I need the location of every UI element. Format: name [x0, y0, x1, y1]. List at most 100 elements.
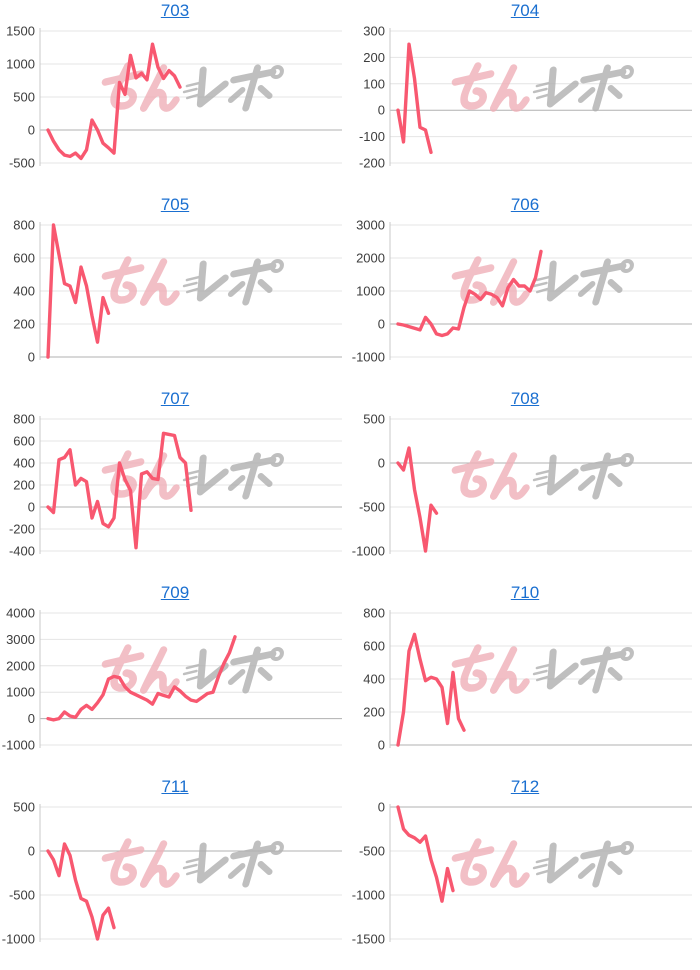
- watermark-min-text: [451, 838, 530, 888]
- chart-title-row: 705: [0, 194, 350, 216]
- chart-cell: 709: [0, 582, 350, 776]
- gridlines: [40, 224, 342, 358]
- chart-title-row: 708: [350, 388, 700, 410]
- y-tick-label: -1000: [352, 350, 385, 365]
- chart-title-link[interactable]: 708: [510, 389, 540, 408]
- y-tick-label: 400: [13, 456, 35, 471]
- y-tick-label: 800: [13, 218, 35, 233]
- y-tick-label: 2000: [356, 251, 385, 266]
- chart-title-link[interactable]: 706: [510, 195, 540, 214]
- y-tick-label: 0: [28, 844, 35, 859]
- y-tick-label: 300: [363, 24, 385, 39]
- y-tick-label: 600: [13, 434, 35, 449]
- chart-plot: 0 -500 -1000 -1500: [352, 800, 692, 947]
- chart-title-link[interactable]: 704: [510, 1, 540, 20]
- y-tick-label: 500: [13, 800, 35, 815]
- y-tick-label: 400: [13, 284, 35, 299]
- watermark-repo-text: [532, 646, 634, 694]
- y-tick-label: -200: [359, 156, 385, 171]
- y-tick-label: -500: [9, 888, 35, 903]
- y-tick-labels: 800 600 400 200 0: [363, 606, 385, 753]
- y-tick-label: 1000: [6, 685, 35, 700]
- chart-cell: 704: [350, 0, 700, 194]
- y-tick-label: 1000: [356, 284, 385, 299]
- watermark-min-text: [101, 838, 180, 888]
- series-line: [46, 431, 193, 550]
- y-tick-labels: 500 0 -500 -1000: [2, 800, 35, 947]
- watermark-repo-text: [182, 840, 284, 888]
- watermark-logo: [451, 450, 634, 500]
- gridlines: [390, 418, 692, 552]
- series-line: [396, 446, 439, 553]
- series-line: [396, 42, 433, 155]
- chart-cell: 711: [0, 776, 350, 970]
- chart-plot: 500 0 -500 -1000: [2, 800, 342, 947]
- y-tick-labels: 800 600 400 200 0: [13, 218, 35, 365]
- watermark-logo: [451, 838, 634, 888]
- chart-title-row: 711: [0, 776, 350, 798]
- watermark-repo-text: [532, 64, 634, 112]
- y-tick-label: 2000: [6, 658, 35, 673]
- y-tick-label: 0: [378, 103, 385, 118]
- y-tick-label: 600: [363, 639, 385, 654]
- gridlines: [40, 612, 342, 746]
- chart-plot: 4000 3000 2000 1000 0 -1000: [2, 606, 342, 753]
- chart-cell: 706: [350, 194, 700, 388]
- y-tick-label: 800: [13, 412, 35, 427]
- y-tick-labels: 4000 3000 2000 1000 0 -1000: [2, 606, 35, 753]
- y-tick-label: -1000: [2, 932, 35, 947]
- watermark-min-text: [451, 644, 530, 694]
- chart-plot: 3000 2000 1000 0 -1000: [352, 218, 692, 365]
- chart-title-link[interactable]: 703: [160, 1, 190, 20]
- y-tick-label: -1000: [2, 738, 35, 753]
- y-tick-label: 200: [13, 317, 35, 332]
- y-tick-label: 3000: [356, 218, 385, 233]
- y-tick-label: -500: [359, 844, 385, 859]
- watermark-repo-text: [182, 64, 284, 112]
- chart-title-link[interactable]: 707: [160, 389, 190, 408]
- y-tick-label: -500: [359, 500, 385, 515]
- y-tick-label: 0: [28, 350, 35, 365]
- y-tick-label: -1000: [352, 888, 385, 903]
- watermark-logo: [101, 838, 284, 888]
- watermark-min-text: [451, 62, 530, 112]
- watermark-repo-text: [532, 840, 634, 888]
- chart-title-row: 710: [350, 582, 700, 604]
- y-tick-labels: 800 600 400 200 0 -200 -400: [9, 412, 35, 559]
- y-tick-label: 0: [378, 317, 385, 332]
- y-tick-labels: 1500 1000 500 0 -500: [6, 24, 35, 171]
- chart-plot: 500 0 -500 -1000: [352, 412, 692, 559]
- watermark-logo: [451, 644, 634, 694]
- y-tick-label: -1000: [352, 544, 385, 559]
- chart-title-link[interactable]: 710: [510, 583, 540, 602]
- gridlines: [390, 806, 692, 940]
- y-tick-label: -500: [9, 156, 35, 171]
- watermark-min-text: [101, 256, 180, 306]
- y-tick-label: 0: [28, 123, 35, 138]
- watermark-logo: [101, 644, 284, 694]
- y-tick-label: 200: [363, 705, 385, 720]
- y-tick-label: 0: [378, 738, 385, 753]
- watermark-logo: [101, 256, 284, 306]
- chart-cell: 703: [0, 0, 350, 194]
- chart-title-link[interactable]: 705: [160, 195, 190, 214]
- chart-title-row: 707: [0, 388, 350, 410]
- series-line: [396, 805, 455, 903]
- chart-cell: 705: [0, 194, 350, 388]
- y-tick-label: 3000: [6, 632, 35, 647]
- y-tick-label: 200: [363, 50, 385, 65]
- watermark-min-text: [101, 644, 180, 694]
- y-tick-label: 0: [378, 456, 385, 471]
- chart-title-link[interactable]: 711: [161, 777, 189, 796]
- y-tick-label: 200: [13, 478, 35, 493]
- chart-title-link[interactable]: 709: [160, 583, 190, 602]
- chart-plot: 1500 1000 500 0 -500: [6, 24, 342, 171]
- y-tick-labels: 0 -500 -1000 -1500: [352, 800, 385, 947]
- y-tick-label: 100: [363, 76, 385, 91]
- chart-cell: 710: [350, 582, 700, 776]
- chart-title-row: 703: [0, 0, 350, 22]
- gridlines: [40, 806, 342, 940]
- chart-title-link[interactable]: 712: [510, 777, 540, 796]
- y-tick-label: 500: [363, 412, 385, 427]
